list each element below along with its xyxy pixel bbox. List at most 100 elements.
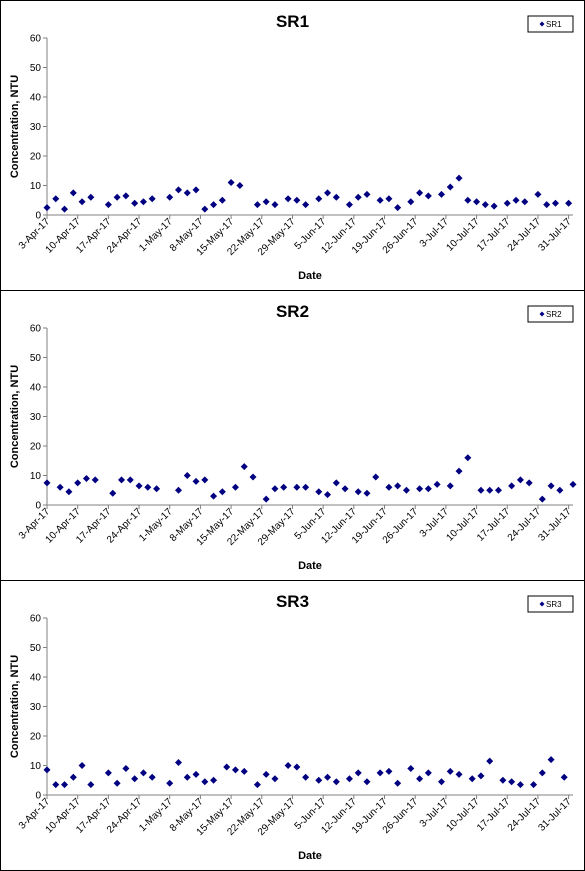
y-tick-label: 10 <box>30 471 42 482</box>
x-tick-label: 31-Jul-17 <box>536 796 574 834</box>
data-point <box>104 201 112 209</box>
data-point <box>556 486 564 494</box>
data-point <box>231 483 239 491</box>
data-point <box>521 198 529 206</box>
data-point <box>438 190 445 198</box>
data-point <box>486 486 494 494</box>
data-point <box>69 189 77 197</box>
data-point <box>481 201 489 209</box>
legend: SR1 <box>527 15 574 33</box>
data-point <box>438 778 445 786</box>
legend: SR2 <box>527 305 574 323</box>
data-point <box>407 764 415 772</box>
data-point <box>52 195 60 203</box>
data-point <box>508 778 516 786</box>
chart-title: SR2 <box>276 302 309 321</box>
data-point <box>227 179 235 187</box>
data-point <box>490 202 498 210</box>
data-point <box>192 770 200 778</box>
data-point <box>363 778 371 786</box>
data-point <box>525 479 533 487</box>
legend-box <box>527 305 574 323</box>
data-point <box>201 778 209 786</box>
data-point <box>499 776 507 784</box>
legend-box <box>527 595 574 613</box>
x-tick-label: 31-Jul-17 <box>536 506 574 544</box>
data-point <box>424 192 432 200</box>
y-tick-label: 30 <box>30 122 42 133</box>
data-point <box>324 773 332 781</box>
data-point <box>91 476 99 484</box>
legend-marker <box>539 21 545 27</box>
data-point <box>192 477 200 485</box>
data-point <box>446 482 454 490</box>
data-point <box>131 199 139 207</box>
data-point <box>223 763 231 771</box>
data-point <box>315 195 323 203</box>
y-tick-label: 60 <box>30 324 42 335</box>
chart-panel-sr1: SR1 0 10 20 30 40 50 60 3-Apr-17 10-Apr-17 17-Apr-… <box>0 0 585 291</box>
legend: SR3 <box>527 595 574 613</box>
data-point <box>284 195 292 203</box>
data-point <box>210 776 218 784</box>
data-point <box>109 489 117 497</box>
chart-svg: SR201020304050603-Apr-1710-Apr-1717-Apr-… <box>9 302 577 572</box>
data-point <box>131 775 139 783</box>
data-point <box>354 488 362 496</box>
legend-label: SR2 <box>546 310 562 319</box>
data-point <box>210 492 218 500</box>
data-point <box>78 198 86 206</box>
data-point <box>175 186 182 194</box>
data-point <box>512 196 520 204</box>
data-point <box>473 198 481 206</box>
data-point <box>166 779 174 787</box>
legend-marker <box>539 311 545 317</box>
y-tick-label: 20 <box>30 442 42 453</box>
y-tick-label: 50 <box>30 63 42 74</box>
data-point <box>249 473 257 481</box>
chart-panel-sr3: SR3 0 10 20 30 40 50 60 3-Apr-17 10-Apr-17 17-Apr-… <box>0 580 585 871</box>
data-point <box>43 204 51 212</box>
chart-title: SR1 <box>276 12 309 31</box>
data-point <box>302 773 310 781</box>
data-point <box>201 205 209 213</box>
y-tick-label: 60 <box>30 34 42 45</box>
data-point <box>324 491 332 499</box>
data-point <box>477 486 485 494</box>
data-point <box>345 775 353 783</box>
data-point <box>118 476 126 484</box>
data-point <box>551 199 559 207</box>
data-point <box>144 483 152 491</box>
x-axis-label: Date <box>298 560 322 572</box>
data-point <box>341 485 349 493</box>
data-point <box>446 183 454 191</box>
data-point <box>402 486 410 494</box>
data-point <box>175 486 182 494</box>
data-point <box>416 485 424 493</box>
data-point <box>43 479 51 487</box>
y-tick-label: 0 <box>35 791 41 802</box>
y-tick-label: 30 <box>30 702 42 713</box>
data-point <box>455 467 463 475</box>
y-axis-label: Concentration, NTU <box>9 655 21 758</box>
data-point <box>315 776 323 784</box>
data-point <box>262 495 270 503</box>
data-point <box>78 762 86 769</box>
data-point <box>87 781 95 789</box>
data-point <box>385 767 393 775</box>
data-point <box>218 488 226 496</box>
data-point <box>293 483 301 491</box>
data-point <box>74 479 82 487</box>
data-point <box>271 485 279 493</box>
data-point <box>372 473 380 481</box>
data-point <box>354 193 362 201</box>
data-point <box>486 757 494 765</box>
data-point <box>61 781 69 789</box>
y-tick-label: 40 <box>30 673 42 684</box>
data-point <box>271 201 279 209</box>
data-point <box>293 763 301 771</box>
data-point <box>153 485 161 493</box>
y-tick-label: 0 <box>35 501 41 512</box>
data-point <box>271 775 279 783</box>
data-point <box>166 193 174 201</box>
